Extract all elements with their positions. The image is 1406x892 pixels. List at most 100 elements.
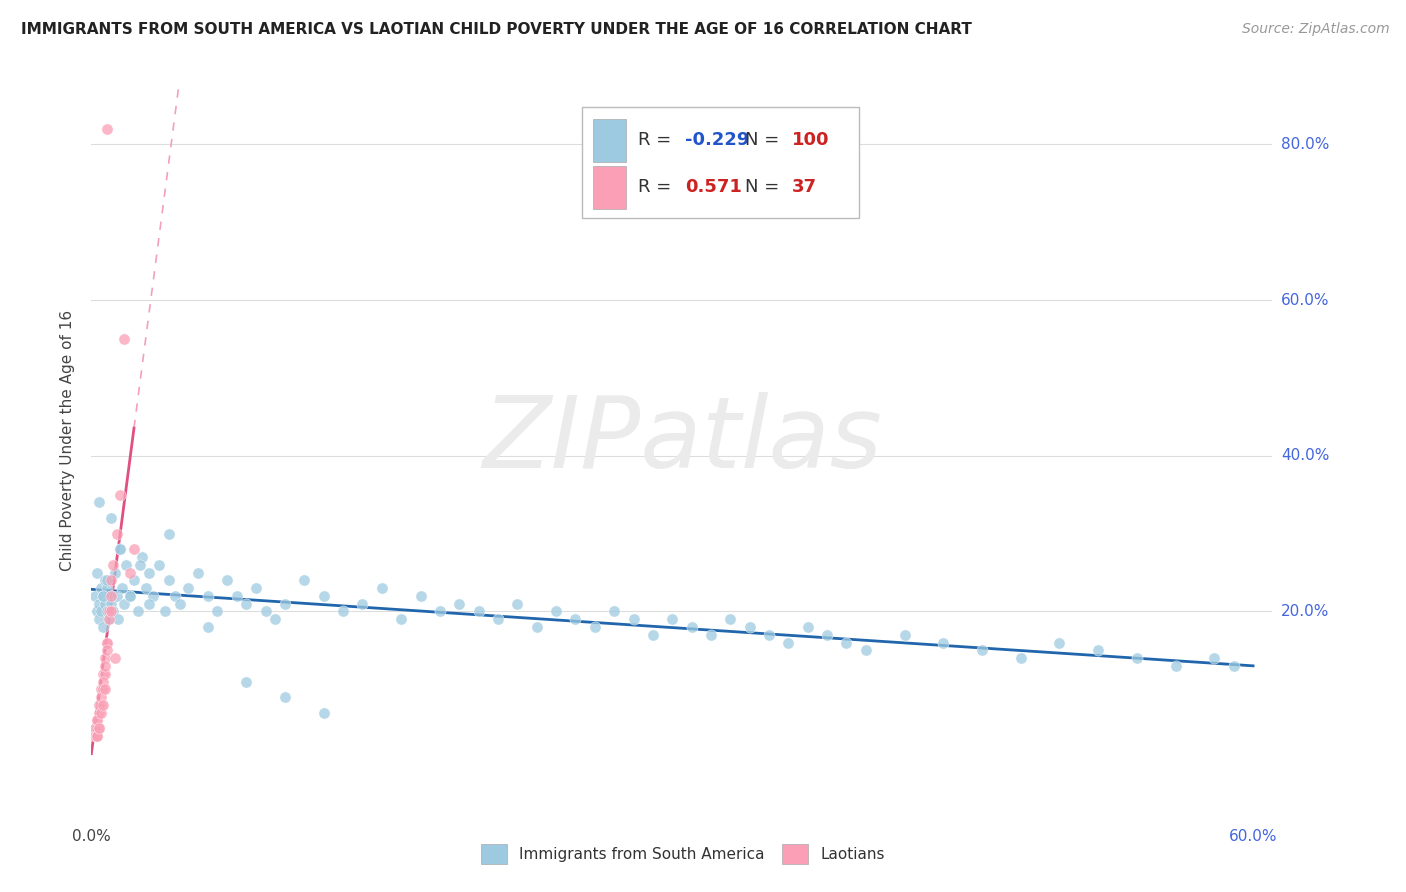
- Text: Laotians: Laotians: [820, 847, 884, 862]
- Point: [312, 706, 335, 720]
- Point: [105, 589, 128, 603]
- Point: [110, 542, 132, 557]
- Y-axis label: Child Poverty Under the Age of 16: Child Poverty Under the Age of 16: [60, 310, 76, 571]
- Point: [661, 612, 683, 626]
- Point: [84, 589, 107, 603]
- Point: [84, 729, 107, 743]
- Point: [100, 589, 122, 603]
- Point: [122, 542, 145, 557]
- Point: [177, 581, 200, 595]
- Bar: [593, 119, 627, 162]
- Point: [90, 682, 112, 697]
- Point: [526, 620, 548, 634]
- Point: [225, 589, 247, 603]
- Point: [169, 597, 191, 611]
- Point: [641, 628, 664, 642]
- Point: [215, 574, 238, 588]
- Point: [1049, 635, 1071, 649]
- Point: [91, 682, 114, 697]
- Point: [94, 666, 117, 681]
- Point: [86, 729, 108, 743]
- Point: [91, 698, 114, 712]
- Point: [245, 581, 267, 595]
- Point: [157, 526, 180, 541]
- Point: [97, 605, 120, 619]
- Point: [96, 574, 118, 588]
- Point: [409, 589, 432, 603]
- Point: [89, 612, 111, 626]
- Point: [86, 566, 108, 580]
- Point: [89, 721, 111, 735]
- Point: [197, 620, 219, 634]
- Text: 0.571: 0.571: [686, 178, 742, 196]
- Point: [292, 574, 315, 588]
- Point: [274, 597, 297, 611]
- Point: [90, 706, 112, 720]
- Point: [122, 574, 145, 588]
- Text: 60.0%: 60.0%: [1229, 829, 1277, 844]
- Point: [100, 511, 122, 525]
- Point: [544, 605, 567, 619]
- Point: [97, 612, 120, 626]
- Point: [90, 605, 112, 619]
- Point: [94, 682, 117, 697]
- Point: [506, 597, 529, 611]
- Point: [86, 714, 108, 728]
- Point: [96, 605, 118, 619]
- Point: [449, 597, 471, 611]
- Text: N =: N =: [745, 178, 785, 196]
- Point: [138, 566, 160, 580]
- Point: [815, 628, 838, 642]
- Point: [120, 566, 142, 580]
- Point: [111, 581, 134, 595]
- Point: [89, 495, 111, 509]
- Point: [389, 612, 412, 626]
- Point: [207, 605, 229, 619]
- Point: [778, 635, 800, 649]
- Point: [700, 628, 723, 642]
- Point: [91, 589, 114, 603]
- Point: [101, 605, 124, 619]
- Point: [352, 597, 374, 611]
- Point: [486, 612, 509, 626]
- Point: [128, 558, 150, 572]
- Text: N =: N =: [745, 131, 785, 150]
- Point: [312, 589, 335, 603]
- Point: [100, 574, 122, 588]
- Text: 20.0%: 20.0%: [1281, 604, 1329, 619]
- Point: [86, 729, 108, 743]
- Point: [970, 643, 993, 657]
- Point: [96, 643, 118, 657]
- Point: [107, 612, 129, 626]
- Point: [718, 612, 741, 626]
- Point: [96, 121, 118, 136]
- Point: [157, 574, 180, 588]
- Point: [467, 605, 489, 619]
- Point: [1204, 651, 1226, 665]
- Point: [112, 332, 135, 346]
- Text: 40.0%: 40.0%: [1281, 449, 1329, 463]
- Text: ZIPatlas: ZIPatlas: [482, 392, 882, 489]
- Point: [1222, 659, 1244, 673]
- Point: [264, 612, 287, 626]
- Point: [235, 674, 257, 689]
- Point: [112, 597, 135, 611]
- Point: [197, 589, 219, 603]
- Point: [101, 558, 124, 572]
- Point: [91, 589, 114, 603]
- Point: [94, 597, 117, 611]
- Point: [1087, 643, 1109, 657]
- Point: [89, 721, 111, 735]
- Bar: [481, 844, 508, 864]
- Bar: [593, 166, 627, 209]
- Point: [120, 589, 142, 603]
- Point: [138, 597, 160, 611]
- Point: [96, 635, 118, 649]
- Point: [274, 690, 297, 705]
- Point: [94, 651, 117, 665]
- Point: [96, 635, 118, 649]
- Point: [97, 612, 120, 626]
- Point: [142, 589, 165, 603]
- Point: [90, 581, 112, 595]
- Text: 37: 37: [792, 178, 817, 196]
